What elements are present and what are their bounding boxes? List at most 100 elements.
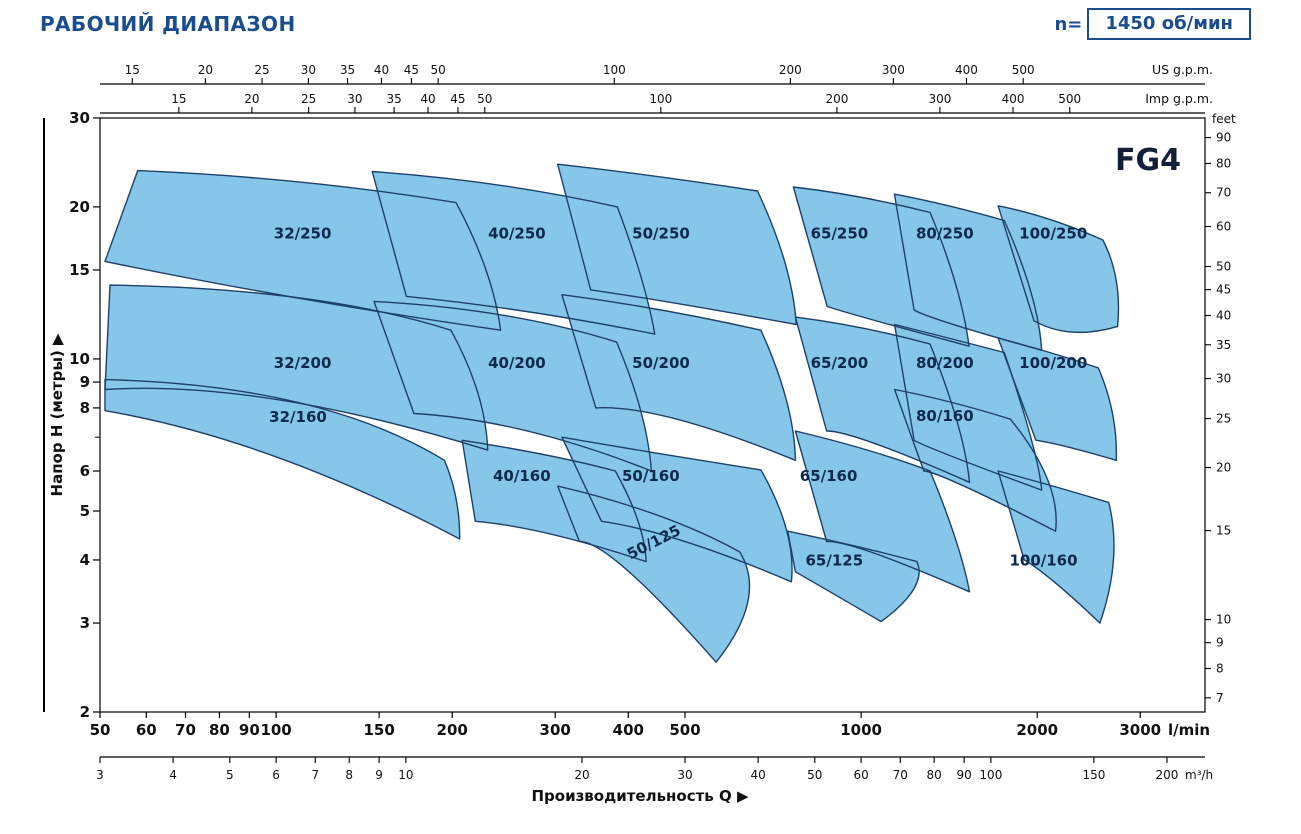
svg-text:50: 50 [1216,260,1231,274]
pump-envelope-label: 65/160 [800,467,858,485]
pump-envelope-label: 50/250 [632,225,690,243]
svg-text:80: 80 [209,721,230,739]
svg-text:7: 7 [1216,691,1224,705]
pump-envelope-label: 80/160 [916,407,974,425]
speed-prefix: n= [1054,13,1083,35]
svg-text:90: 90 [239,721,260,739]
svg-text:10: 10 [398,768,413,782]
svg-text:20: 20 [1216,461,1231,475]
svg-text:6: 6 [272,768,280,782]
svg-text:400: 400 [613,721,644,739]
pump-envelope-label: 100/250 [1019,225,1087,243]
speed-indicator: n= 1450 об/мин [1054,8,1251,40]
x-axis-title: Производительность Q ▶ [531,787,749,805]
svg-text:35: 35 [340,63,355,77]
svg-text:15: 15 [1216,524,1231,538]
svg-text:45: 45 [1216,283,1231,297]
svg-text:35: 35 [386,92,401,106]
envelopes-fill-layer [105,164,1119,663]
pump-envelope-80-250 [894,194,1042,351]
svg-text:20: 20 [574,768,589,782]
svg-text:15: 15 [125,63,140,77]
speed-value-box: 1450 об/мин [1087,8,1251,40]
svg-text:l/min: l/min [1168,721,1210,739]
svg-text:m³/h: m³/h [1185,768,1213,782]
svg-text:7: 7 [311,768,319,782]
svg-text:35: 35 [1216,338,1231,352]
svg-text:8: 8 [345,768,353,782]
svg-text:50: 50 [807,768,822,782]
svg-text:45: 45 [404,63,419,77]
family-label: FG4 [1115,143,1181,178]
axis-m3h: 3 4 5 6 7 8 9 10 20 30 40 50 60 70 80 90 100 150 200 m³/h [96,756,1213,782]
axis-us-gpm: 15 20 25 30 35 40 45 50 100 200 300 400 500 US g.p.m. [100,62,1213,85]
svg-text:60: 60 [853,768,868,782]
pump-envelope-100-160 [998,471,1114,624]
svg-text:4: 4 [80,551,90,569]
svg-text:90: 90 [1216,131,1231,145]
svg-text:6: 6 [80,462,90,480]
pump-envelope-label: 50/160 [622,467,680,485]
svg-text:2: 2 [80,703,90,721]
svg-text:500: 500 [669,721,700,739]
svg-text:300: 300 [882,63,905,77]
svg-text:20: 20 [198,63,213,77]
svg-text:90: 90 [956,768,971,782]
axis-lmin: 50 60 70 80 90 100 150 200 300 400 500 1000 2000 3000… [90,712,1210,739]
svg-text:30: 30 [677,768,692,782]
axis-feet: feet 90 80 70 60 50 45 40 35 30 25 20 15 10 9 8 7 [1205,112,1236,705]
svg-text:25: 25 [301,92,316,106]
svg-text:100: 100 [603,63,626,77]
pump-envelope-label: 65/125 [805,552,863,570]
pump-envelope-label: 65/200 [811,354,869,372]
svg-text:100: 100 [649,92,672,106]
speed-value: 1450 об/мин [1105,13,1233,34]
header: РАБОЧИЙ ДИАПАЗОН n= 1450 об/мин [40,8,1251,40]
pump-envelope-50-250 [557,164,797,325]
svg-text:5: 5 [80,502,90,520]
svg-text:70: 70 [1216,186,1231,200]
svg-text:100: 100 [979,768,1002,782]
svg-text:9: 9 [80,373,90,391]
svg-text:9: 9 [1216,636,1224,650]
svg-text:45: 45 [450,92,465,106]
svg-text:400: 400 [1002,92,1025,106]
svg-text:150: 150 [363,721,394,739]
svg-text:400: 400 [955,63,978,77]
envelopes-outline-layer [104,163,1120,663]
svg-text:200: 200 [437,721,468,739]
svg-text:30: 30 [1216,372,1231,386]
page-title: РАБОЧИЙ ДИАПАЗОН [40,12,296,36]
svg-text:300: 300 [928,92,951,106]
pump-envelope-label: 80/250 [916,225,974,243]
svg-text:20: 20 [244,92,259,106]
svg-text:15: 15 [69,261,90,279]
svg-text:15: 15 [171,92,186,106]
svg-text:40: 40 [750,768,765,782]
svg-text:8: 8 [80,399,90,417]
svg-text:50: 50 [90,721,111,739]
svg-text:500: 500 [1012,63,1035,77]
svg-text:US g.p.m.: US g.p.m. [1152,62,1213,77]
svg-text:70: 70 [175,721,196,739]
svg-text:200: 200 [1156,768,1179,782]
svg-text:3000: 3000 [1119,721,1161,739]
pump-envelope-label: 32/160 [269,408,327,426]
svg-text:8: 8 [1216,662,1224,676]
svg-text:30: 30 [301,63,316,77]
pump-envelope-label: 40/200 [488,354,546,372]
pump-envelope-50-200 [561,294,796,461]
svg-text:50: 50 [431,63,446,77]
svg-text:30: 30 [347,92,362,106]
svg-text:10: 10 [1216,613,1231,627]
axis-meters: 30 20 15 10 9 8 6 5 4 3 2 Напор H (метры) ▶ [48,109,100,721]
pump-envelope-label: 32/200 [274,354,332,372]
envelope-labels-layer: 32/250 40/250 50/250 65/250 80/250 100/250 32/… [269,225,1087,570]
svg-text:feet: feet [1212,112,1236,126]
svg-text:50: 50 [477,92,492,106]
svg-text:80: 80 [1216,156,1231,170]
pump-envelope-50-160 [561,437,793,582]
pump-envelope-label: 80/200 [916,354,974,372]
y-axis-title: Напор H (метры) ▶ [48,333,66,496]
